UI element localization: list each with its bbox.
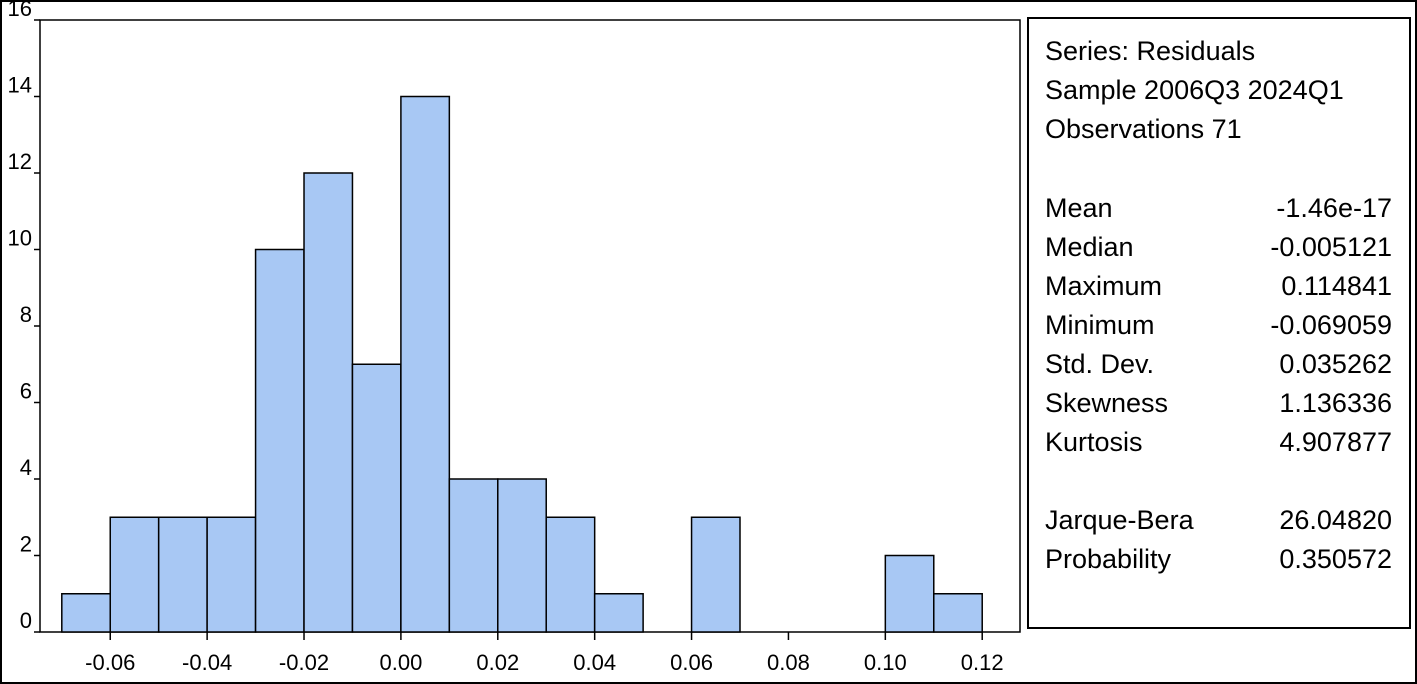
x-tick-label: -0.04 xyxy=(182,650,232,675)
stats-header: Observations 71 xyxy=(1045,114,1242,144)
x-tick-label: -0.02 xyxy=(279,650,329,675)
y-tick-label: 16 xyxy=(8,0,32,21)
x-tick-label: 0.12 xyxy=(961,650,1004,675)
x-tick-label: 0.00 xyxy=(379,650,422,675)
stat-label: Minimum xyxy=(1045,310,1155,340)
stat-label: Mean xyxy=(1045,193,1113,223)
stats-header: Sample 2006Q3 2024Q1 xyxy=(1045,75,1344,105)
stat-label: Skewness xyxy=(1045,388,1168,418)
bar xyxy=(254,248,305,633)
bar xyxy=(497,478,547,633)
stat-value: 1.136336 xyxy=(1279,388,1392,418)
y-tick-label: 12 xyxy=(8,149,32,174)
y-tick-label: 0 xyxy=(20,608,32,633)
stats-header: Series: Residuals xyxy=(1045,36,1255,66)
y-tick-label: 2 xyxy=(20,531,32,556)
stat-value: 0.350572 xyxy=(1279,544,1392,574)
x-tick-label: -0.06 xyxy=(85,650,135,675)
x-tick-label: 0.04 xyxy=(573,650,616,675)
stat-value: -0.069059 xyxy=(1270,310,1392,340)
bar xyxy=(303,172,354,633)
x-tick-label: 0.06 xyxy=(670,650,713,675)
stat-value: -0.005121 xyxy=(1270,232,1392,262)
bar xyxy=(690,516,741,633)
stat-value: 4.907877 xyxy=(1279,427,1392,457)
x-tick-label: 0.02 xyxy=(476,650,519,675)
stats-box xyxy=(1027,17,1411,629)
bar xyxy=(593,593,644,633)
bar xyxy=(109,516,160,633)
bar xyxy=(448,478,499,633)
bar xyxy=(206,516,257,633)
stat-label: Maximum xyxy=(1045,271,1162,301)
bar xyxy=(545,516,596,633)
bar xyxy=(933,593,983,633)
stat-label: Kurtosis xyxy=(1045,427,1143,457)
bar xyxy=(61,593,111,633)
stat-value: 0.114841 xyxy=(1281,271,1392,301)
bar xyxy=(157,516,208,633)
y-tick-label: 4 xyxy=(20,455,32,480)
bar xyxy=(400,95,451,633)
stat-value: 26.04820 xyxy=(1279,505,1392,535)
y-tick-label: 8 xyxy=(20,302,32,327)
x-tick-label: 0.10 xyxy=(864,650,907,675)
stat-label: Median xyxy=(1045,232,1134,262)
y-tick-label: 6 xyxy=(20,378,32,403)
x-tick-label: 0.08 xyxy=(767,650,810,675)
stat-label: Jarque-Bera xyxy=(1045,505,1195,535)
bar xyxy=(884,554,935,633)
y-tick-label: 14 xyxy=(8,72,32,97)
stat-value: 0.035262 xyxy=(1279,349,1392,379)
stat-label: Probability xyxy=(1045,544,1172,574)
y-tick-label: 10 xyxy=(8,225,32,250)
bar xyxy=(351,363,402,633)
stat-value: -1.46e-17 xyxy=(1276,193,1392,223)
stat-label: Std. Dev. xyxy=(1045,349,1154,379)
